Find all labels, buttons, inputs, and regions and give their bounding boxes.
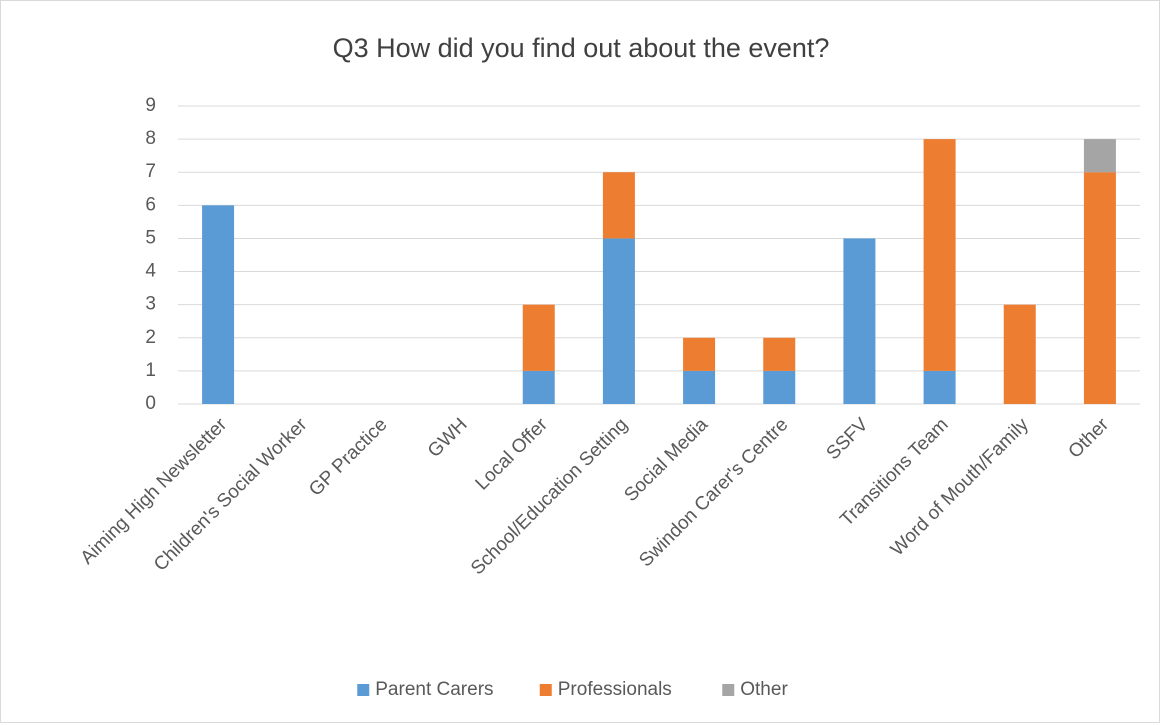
y-tick-label: 2 xyxy=(145,327,156,348)
bar-segment xyxy=(1083,172,1116,404)
bar-segment xyxy=(602,238,635,404)
y-tick-label: 9 xyxy=(145,95,156,116)
bar-segment xyxy=(522,370,555,404)
y-tick-label: 1 xyxy=(145,360,156,381)
bar-segment xyxy=(1003,304,1036,404)
y-tick-label: 8 xyxy=(145,128,156,149)
legend-swatch xyxy=(722,684,735,696)
legend-label: Other xyxy=(740,679,788,700)
bar-segment xyxy=(843,238,876,404)
bar-segment xyxy=(763,337,796,371)
bar-segment xyxy=(1083,139,1116,173)
y-tick-label: 5 xyxy=(145,227,156,248)
y-tick-label: 0 xyxy=(145,393,156,414)
y-tick-label: 7 xyxy=(145,161,156,182)
bar-segment xyxy=(683,370,716,404)
legend-label: Professionals xyxy=(558,679,672,700)
legend-swatch xyxy=(539,684,552,696)
bar-segment xyxy=(202,205,235,404)
y-tick-label: 6 xyxy=(145,194,156,215)
y-tick-label: 3 xyxy=(145,294,156,315)
y-tick-label: 4 xyxy=(145,261,156,282)
bar-segment xyxy=(602,172,635,239)
bar-segment xyxy=(683,337,716,371)
bar-segment xyxy=(923,139,956,371)
bar-segment xyxy=(763,370,796,404)
bar-segment xyxy=(923,370,956,404)
legend-swatch xyxy=(357,684,370,696)
chart-title: Q3 How did you find out about the event? xyxy=(333,33,830,63)
bar-segment xyxy=(522,304,555,371)
legend-label: Parent Carers xyxy=(375,679,493,700)
